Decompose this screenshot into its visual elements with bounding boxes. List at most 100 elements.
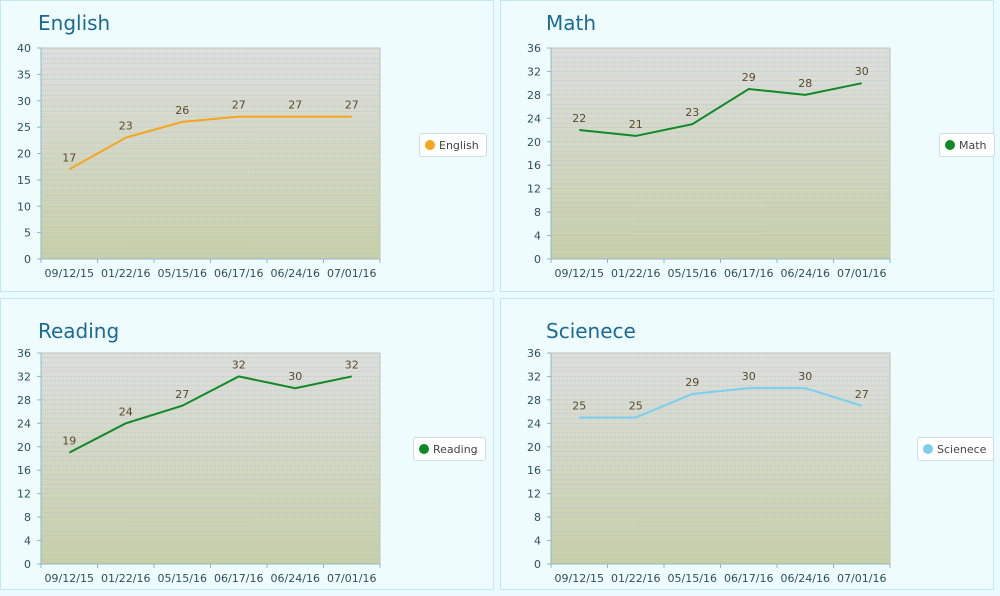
y-tick-label: 36 [17,347,31,360]
y-tick-label: 40 [17,42,31,55]
y-tick-label: 24 [527,112,541,125]
y-tick-label: 20 [527,136,541,149]
data-label: 27 [232,99,246,112]
y-tick-label: 28 [527,394,541,407]
legend-math[interactable]: Math [939,133,995,157]
legend-marker-icon [923,444,933,454]
data-label: 25 [572,399,586,412]
data-label: 24 [119,405,133,418]
data-point [633,133,639,139]
series-line [579,82,862,137]
data-point [746,86,752,92]
legend-label: Reading [433,442,478,456]
x-tick-label: 06/17/16 [214,267,263,280]
x-tick-label: 01/22/16 [101,572,150,585]
data-point [576,127,582,133]
legend-marker-icon [945,140,955,150]
y-tick-label: 4 [534,535,541,548]
data-point [802,92,808,98]
chart-panel-math: 0 4 8 12 16 20 24 28 32 36 09/12/15 01/22/16 05/15/1… [500,0,995,292]
legend-label: Math [959,138,987,152]
series-line [579,387,863,419]
x-tick-label: 07/01/16 [327,572,376,585]
y-tick-label: 0 [534,253,541,266]
series-line [68,115,352,171]
data-label: 26 [175,104,189,117]
legend-science[interactable]: Scienece [917,437,995,461]
y-tick-label: 10 [17,200,31,213]
x-tick-label: 07/01/16 [837,572,886,585]
data-point [292,114,298,120]
legend-reading[interactable]: Reading [413,437,486,461]
data-label: 29 [685,376,699,389]
chart-panel-science: 0 4 8 12 16 20 24 28 32 36 09/12/15 01/22/16 05/15/1… [500,298,995,590]
data-label: 23 [119,120,133,133]
legend-label: English [439,138,479,152]
data-label: 17 [62,151,76,164]
data-point [633,414,639,420]
y-tick-label: 12 [17,488,31,501]
data-point [689,391,695,397]
data-point [236,373,242,379]
legend-english[interactable]: English [419,133,487,157]
y-tick-label: 0 [24,253,31,266]
data-point [349,114,355,120]
data-label: 30 [742,370,756,383]
chart-reading: 0 4 8 12 16 20 24 28 32 36 09/12/15 01/22/16 05/15/1… [17,347,381,585]
x-tick-label: 05/15/16 [668,267,717,280]
legend-label: Scienece [937,442,987,456]
plot-area [40,352,381,565]
y-tick-label: 0 [24,558,31,571]
y-tick-label: 24 [527,417,541,430]
y-tick-label: 15 [17,174,31,187]
chart-title: Reading [38,319,120,343]
y-tick-label: 4 [534,230,541,243]
y-tick-label: 16 [527,464,541,477]
y-tick-label: 8 [534,206,541,219]
data-label: 32 [345,358,359,371]
series-line [68,375,352,454]
x-tick-label: 09/12/15 [555,572,604,585]
y-tick-label: 20 [17,441,31,454]
y-tick-label: 12 [527,488,541,501]
y-tick-label: 35 [17,68,31,81]
data-label: 27 [855,388,869,401]
x-tick-label: 06/24/16 [781,267,830,280]
data-label: 25 [629,399,643,412]
x-tick-label: 05/15/16 [158,267,207,280]
plot-area [550,47,891,260]
chart-title: Math [546,11,597,35]
plot-area [550,352,891,565]
y-tick-label: 4 [24,535,31,548]
y-tick-label: 5 [24,227,31,240]
data-label: 28 [798,77,812,90]
y-tick-label: 36 [527,42,541,55]
data-label: 32 [232,358,246,371]
chart-math: 0 4 8 12 16 20 24 28 32 36 09/12/15 01/22/16 05/15/1… [527,42,891,280]
y-tick-label: 12 [527,183,541,196]
data-point [859,80,865,86]
x-tick-label: 06/17/16 [724,572,773,585]
x-tick-label: 01/22/16 [611,267,660,280]
x-tick-label: 06/17/16 [214,572,263,585]
chart-panel-english: 0 5 10 15 20 25 30 35 40 09/12/15 01/22/16 05/15/16… [0,0,494,292]
data-point [123,135,129,141]
data-label: 19 [62,435,76,448]
chart-title: English [38,11,111,35]
x-tick-label: 05/15/16 [668,572,717,585]
data-point [292,385,298,391]
data-label: 27 [345,99,359,112]
data-point [689,121,695,127]
data-point [66,166,72,172]
data-point [179,119,185,125]
y-tick-label: 25 [17,121,31,134]
x-tick-label: 01/22/16 [611,572,660,585]
data-point [236,114,242,120]
y-tick-label: 28 [527,89,541,102]
x-tick-label: 07/01/16 [327,267,376,280]
x-tick-label: 06/24/16 [271,572,320,585]
data-point [349,373,355,379]
y-tick-label: 36 [527,347,541,360]
y-tick-label: 32 [17,370,31,383]
y-tick-label: 8 [534,511,541,524]
